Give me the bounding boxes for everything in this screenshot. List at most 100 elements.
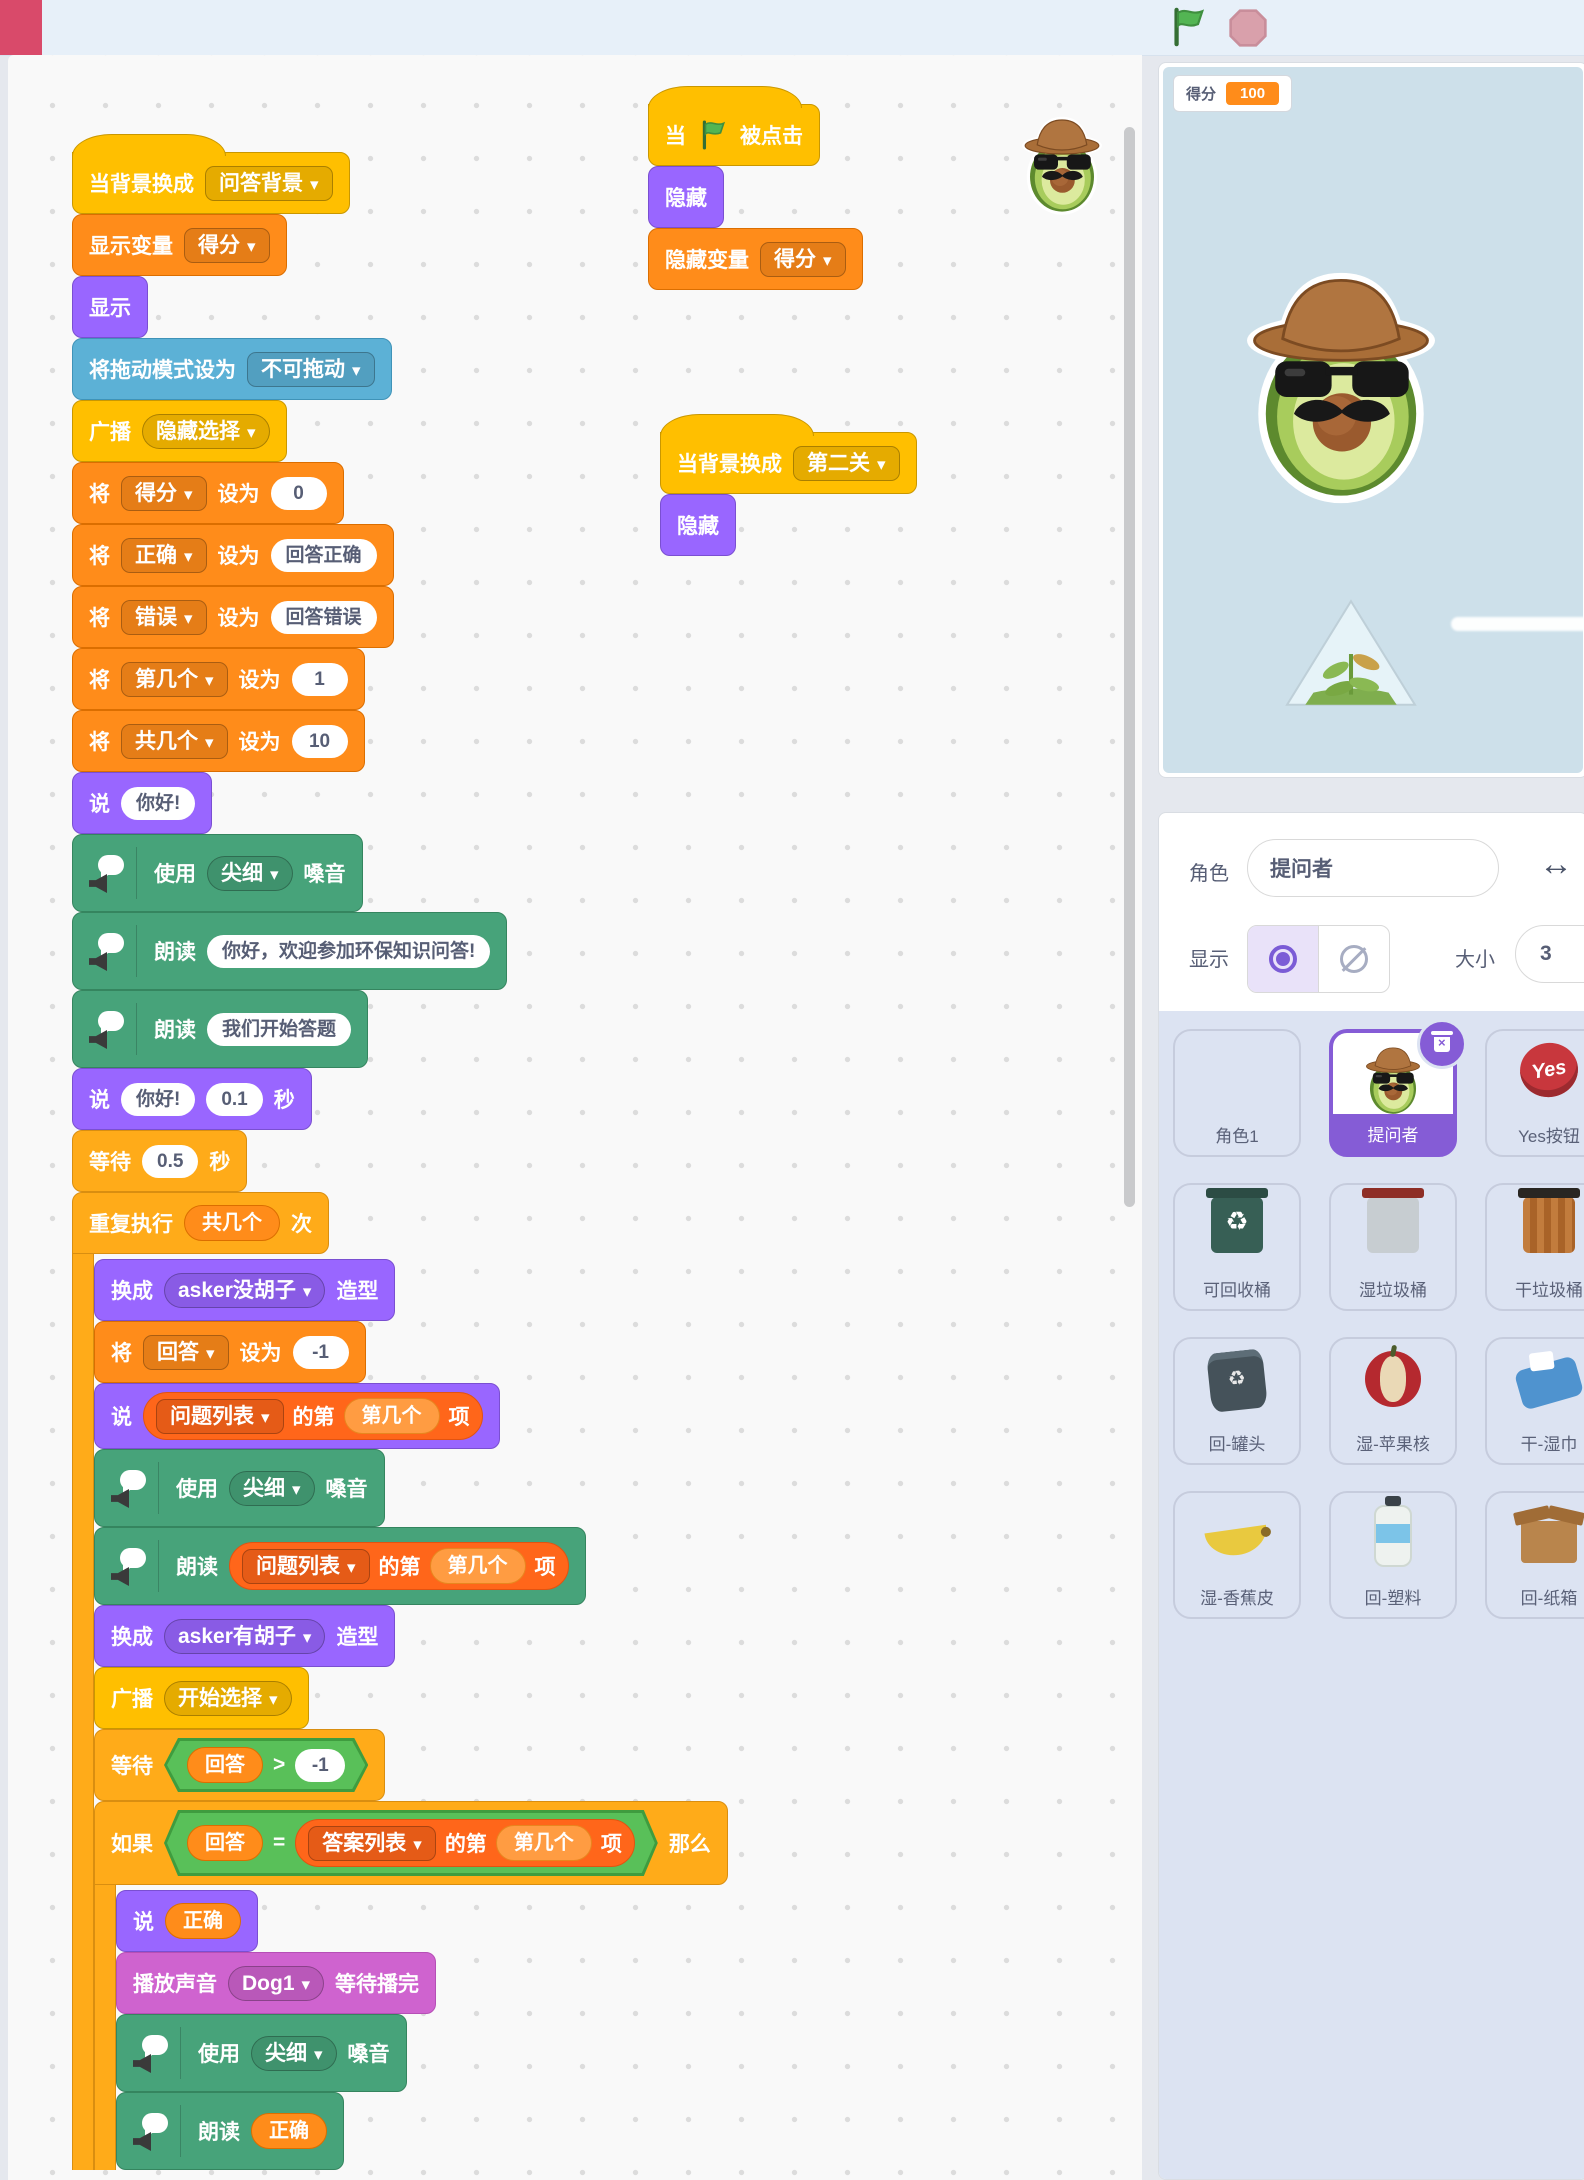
terrarium-sprite-on-stage[interactable]: [1283, 597, 1419, 709]
block-hide-variable[interactable]: 隐藏变量 得分: [648, 228, 863, 290]
block-set-variable[interactable]: 将 第几个 设为 1: [72, 648, 365, 710]
backdrop-dropdown[interactable]: 第二关: [793, 445, 900, 481]
value-input[interactable]: 回答正确: [270, 538, 377, 572]
block-set-variable[interactable]: 将 正确 设为 回答正确: [72, 524, 394, 586]
block-set-drag-mode[interactable]: 将拖动模式设为 不可拖动: [72, 338, 392, 400]
block-play-sound-until-done[interactable]: 播放声音 Dog1 等待播完: [116, 1952, 437, 2014]
variable-reporter[interactable]: 第几个: [496, 1825, 592, 1861]
list-dropdown[interactable]: 答案列表: [308, 1826, 436, 1861]
block-set-variable[interactable]: 将 错误 设为 回答错误: [72, 586, 394, 648]
block-when-backdrop-switches[interactable]: 当背景换成 第二关: [660, 414, 917, 494]
block-say-variable[interactable]: 说 正确: [116, 1890, 258, 1952]
stage[interactable]: 得分 100: [1163, 67, 1583, 773]
block-broadcast[interactable]: 广播 隐藏选择: [72, 400, 287, 462]
sprite-tile[interactable]: 回-罐头: [1173, 1337, 1301, 1465]
list-dropdown[interactable]: 问题列表: [242, 1548, 370, 1584]
sprite-tile[interactable]: Yes Yes按钮: [1485, 1029, 1584, 1157]
sprite-tile[interactable]: 干垃圾桶: [1485, 1183, 1584, 1311]
block-repeat-times[interactable]: 重复执行 共几个 次 换成 asker没胡子 造型 将 回答 设为 -: [72, 1192, 728, 2170]
hidden-button[interactable]: [1318, 926, 1389, 992]
speak-text-input[interactable]: 你好，欢迎参加环保知识问答!: [207, 934, 491, 968]
voice-dropdown[interactable]: 尖细: [229, 1470, 315, 1506]
block-switch-costume[interactable]: 换成 asker有胡子 造型: [94, 1605, 396, 1667]
script-main[interactable]: 当背景换成 问答背景 显示变量 得分 显示 将拖动模式设为 不可拖动 广播 隐藏…: [72, 133, 728, 2170]
value-input[interactable]: 0: [270, 476, 327, 510]
variable-dropdown[interactable]: 得分: [184, 227, 270, 263]
variable-dropdown[interactable]: 正确: [121, 537, 207, 573]
block-hide[interactable]: 隐藏: [648, 166, 724, 228]
block-speak-variable[interactable]: 朗读 正确: [116, 2092, 344, 2170]
value-input[interactable]: 回答错误: [270, 600, 377, 634]
variable-dropdown[interactable]: 得分: [760, 241, 846, 277]
green-flag-button[interactable]: [1168, 7, 1208, 47]
sprite-name-input[interactable]: [1247, 839, 1499, 897]
variable-dropdown[interactable]: 回答: [143, 1334, 229, 1370]
sprite-tile[interactable]: 湿垃圾桶: [1329, 1183, 1457, 1311]
script-green-flag[interactable]: 当 被点击 隐藏 隐藏变量 得分: [648, 85, 863, 290]
broadcast-dropdown[interactable]: 隐藏选择: [142, 413, 270, 449]
block-speak[interactable]: 朗读 你好，欢迎参加环保知识问答!: [72, 912, 508, 990]
block-set-voice[interactable]: 使用 尖细 嗓音: [72, 834, 363, 912]
say-text-input[interactable]: 你好!: [121, 786, 196, 820]
block-if-then[interactable]: 如果 回答 = 答案列表 的第 第几个 项: [94, 1801, 728, 2170]
variable-monitor[interactable]: 得分 100: [1173, 75, 1293, 112]
broadcast-dropdown[interactable]: 开始选择: [164, 1680, 292, 1716]
value-input[interactable]: -1: [295, 1749, 345, 1782]
stop-button[interactable]: [1228, 8, 1268, 48]
sound-dropdown[interactable]: Dog1: [228, 1965, 325, 2001]
repeat-header[interactable]: 重复执行 共几个 次: [72, 1192, 329, 1254]
block-hide[interactable]: 隐藏: [660, 494, 736, 556]
block-broadcast[interactable]: 广播 开始选择: [94, 1667, 309, 1729]
code-canvas[interactable]: 当背景换成 问答背景 显示变量 得分 显示 将拖动模式设为 不可拖动 广播 隐藏…: [8, 55, 1142, 2180]
sprite-tile[interactable]: 回-塑料: [1329, 1491, 1457, 1619]
item-of-list-reporter[interactable]: 问题列表 的第 第几个 项: [143, 1392, 483, 1440]
variable-reporter[interactable]: 正确: [165, 1903, 241, 1939]
operator-greater-than[interactable]: 回答 > -1: [164, 1738, 368, 1792]
block-set-variable[interactable]: 将 回答 设为 -1: [94, 1321, 366, 1383]
sprite-tile[interactable]: 回-纸箱: [1485, 1491, 1584, 1619]
costume-dropdown[interactable]: asker有胡子: [164, 1618, 326, 1654]
sprite-tile[interactable]: 湿-苹果核: [1329, 1337, 1457, 1465]
value-input[interactable]: 1: [291, 662, 348, 696]
variable-reporter[interactable]: 正确: [251, 2113, 327, 2149]
block-speak-list-item[interactable]: 朗读 问题列表 的第 第几个 项: [94, 1527, 586, 1605]
block-show-variable[interactable]: 显示变量 得分: [72, 214, 287, 276]
variable-reporter[interactable]: 第几个: [429, 1548, 526, 1584]
item-of-list-reporter[interactable]: 答案列表 的第 第几个 项: [295, 1819, 635, 1867]
value-input[interactable]: -1: [292, 1335, 349, 1369]
block-wait-until[interactable]: 等待 回答 > -1: [94, 1729, 386, 1801]
variable-dropdown[interactable]: 第几个: [121, 661, 228, 697]
variable-dropdown[interactable]: 共几个: [121, 723, 228, 759]
item-of-list-reporter[interactable]: 问题列表 的第 第几个 项: [229, 1542, 569, 1590]
block-when-flag-clicked[interactable]: 当 被点击: [648, 86, 820, 166]
block-set-variable[interactable]: 将 共几个 设为 10: [72, 710, 365, 772]
seconds-input[interactable]: 0.5: [142, 1144, 199, 1178]
script-level2[interactable]: 当背景换成 第二关 隐藏: [660, 413, 917, 556]
costume-dropdown[interactable]: asker没胡子: [164, 1272, 326, 1308]
voice-dropdown[interactable]: 尖细: [251, 2035, 337, 2071]
sprite-tile[interactable]: 角色1: [1173, 1029, 1301, 1157]
variable-dropdown[interactable]: 错误: [121, 599, 207, 635]
say-text-input[interactable]: 你好!: [121, 1082, 196, 1116]
block-when-backdrop-switches[interactable]: 当背景换成 问答背景: [72, 134, 350, 214]
block-wait-seconds[interactable]: 等待 0.5 秒: [72, 1130, 248, 1192]
voice-dropdown[interactable]: 尖细: [207, 855, 293, 891]
variable-reporter[interactable]: 共几个: [184, 1205, 280, 1241]
block-say-for-seconds[interactable]: 说 你好! 0.1 秒: [72, 1068, 312, 1130]
block-say[interactable]: 说 你好!: [72, 772, 213, 834]
speak-text-input[interactable]: 我们开始答题: [207, 1012, 352, 1046]
value-input[interactable]: 10: [291, 724, 348, 758]
block-set-variable[interactable]: 将 得分 设为 0: [72, 462, 344, 524]
variable-reporter[interactable]: 回答: [187, 1825, 263, 1861]
sprite-tile-selected[interactable]: 提问者: [1329, 1019, 1467, 1157]
block-say-list-item[interactable]: 说 问题列表 的第 第几个 项: [94, 1383, 500, 1449]
delete-sprite-button[interactable]: [1417, 1019, 1467, 1069]
variable-reporter[interactable]: 回答: [187, 1747, 263, 1783]
operator-equals[interactable]: 回答 = 答案列表 的第 第几个 项: [164, 1810, 658, 1876]
backdrop-dropdown[interactable]: 问答背景: [205, 165, 333, 201]
drag-mode-dropdown[interactable]: 不可拖动: [247, 351, 375, 387]
list-dropdown[interactable]: 问题列表: [156, 1398, 284, 1434]
block-set-voice[interactable]: 使用 尖细 嗓音: [94, 1449, 385, 1527]
sprite-tile[interactable]: 湿-香蕉皮: [1173, 1491, 1301, 1619]
variable-dropdown[interactable]: 得分: [121, 475, 207, 511]
